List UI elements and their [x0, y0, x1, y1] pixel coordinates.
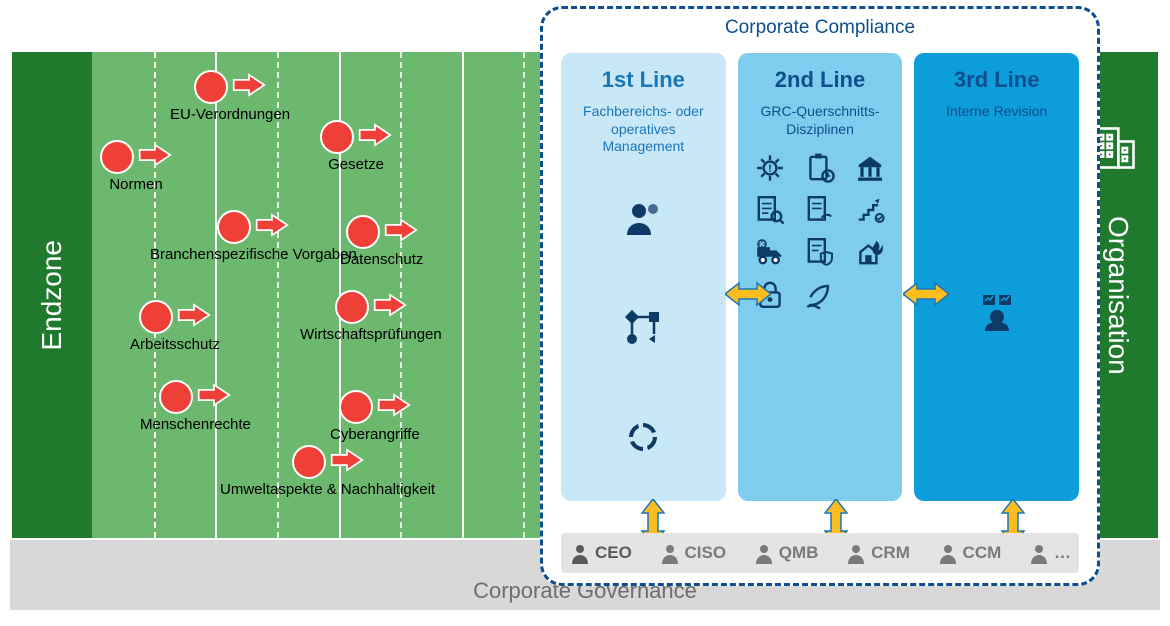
role-label: CCM [963, 543, 1002, 563]
threat-item: Umweltaspekte & Nachhaltigkeit [220, 445, 435, 498]
role-…: … [1028, 542, 1071, 564]
role-label: CEO [595, 543, 632, 563]
ball-icon [100, 140, 134, 174]
defense-lanes: 1st Line Fachbereichs- oder operatives Ma… [561, 53, 1079, 501]
clipboard-clock-icon [804, 152, 836, 184]
person-icon [569, 542, 591, 564]
leaf-hand-icon [804, 278, 836, 310]
bank-icon [854, 152, 886, 184]
threat-label: Umweltaspekte & Nachhaltigkeit [220, 481, 435, 498]
compliance-panel: Corporate Compliance 1st Line Fachbereich… [540, 6, 1100, 586]
endzone-left-label: Endzone [36, 240, 68, 351]
arrow-right-icon [255, 212, 289, 242]
endzone-left: Endzone [12, 52, 92, 538]
yard-line [462, 52, 464, 538]
lane-subtitle: Interne Revision [946, 103, 1047, 121]
threat-item: Normen [100, 140, 172, 193]
threat-label: Branchenspezifische Vorgaben [150, 246, 357, 263]
threat-item: Datenschutz [340, 215, 423, 268]
arrow-right-icon [373, 292, 407, 322]
lane-title: 3rd Line [954, 67, 1040, 93]
threat-label: Menschenrechte [140, 416, 251, 433]
endzone-right-label: Organisation [1102, 216, 1134, 375]
threat-item: Cyberangriffe [330, 390, 420, 443]
yard-line [215, 52, 217, 538]
role-label: QMB [779, 543, 819, 563]
threat-label: EU-Verordnungen [170, 106, 290, 123]
arrow-right-icon [177, 302, 211, 332]
role-crm: CRM [845, 542, 910, 564]
ball-icon [346, 215, 380, 249]
defense-lane-1: 1st Line Fachbereichs- oder operatives Ma… [561, 53, 726, 501]
ball-icon [194, 70, 228, 104]
doc-shield-icon [804, 236, 836, 268]
doc-search-icon [754, 194, 786, 226]
threat-item: Wirtschaftsprüfungen [300, 290, 442, 343]
lane-title: 1st Line [602, 67, 685, 93]
flow-icon [623, 308, 663, 348]
role-label: CISO [685, 543, 727, 563]
ball-icon [320, 120, 354, 154]
fire-house-icon [854, 236, 886, 268]
person-icon [659, 542, 681, 564]
arrow-right-icon [330, 447, 364, 477]
threat-item: Arbeitsschutz [130, 300, 220, 353]
person-icon [845, 542, 867, 564]
doc-sign-icon [804, 194, 836, 226]
threat-label: Arbeitsschutz [130, 336, 220, 353]
bidir-arrow-2-3 [903, 279, 949, 309]
role-label: … [1054, 543, 1071, 563]
lane-subtitle: Fachbereichs- oder operatives Management [571, 103, 716, 156]
arrow-right-icon [138, 142, 172, 172]
ball-icon [335, 290, 369, 324]
audit-person-icon [977, 291, 1017, 331]
stairs-icon [854, 194, 886, 226]
person-icon [1028, 542, 1050, 564]
role-ceo: CEO [569, 542, 632, 564]
arrow-right-icon [232, 72, 266, 102]
threat-label: Gesetze [320, 156, 392, 173]
threat-item: Gesetze [320, 120, 392, 173]
role-ciso: CISO [659, 542, 727, 564]
arrow-right-icon [377, 392, 411, 422]
threat-label: Normen [100, 176, 172, 193]
truck-icon [754, 236, 786, 268]
ball-icon [217, 210, 251, 244]
threat-label: Datenschutz [340, 251, 423, 268]
arrow-right-icon [384, 217, 418, 247]
role-label: CRM [871, 543, 910, 563]
role-row: CEO CISO QMB CRM CCM … [561, 533, 1079, 573]
cycle-icon [623, 417, 663, 457]
ball-icon [339, 390, 373, 424]
arrow-right-icon [197, 382, 231, 412]
lane-subtitle: GRC-Querschnitts-Disziplinen [748, 103, 893, 138]
threat-item: EU-Verordnungen [170, 70, 290, 123]
person-icon [753, 542, 775, 564]
arrow-right-icon [358, 122, 392, 152]
ball-icon [159, 380, 193, 414]
lane-title: 2nd Line [775, 67, 865, 93]
yard-line-dashed [523, 52, 525, 538]
people-icon [623, 199, 663, 239]
defense-lane-3: 3rd Line Interne Revision [914, 53, 1079, 501]
bidir-arrow-1-2 [725, 279, 771, 309]
person-icon [937, 542, 959, 564]
threat-item: Branchenspezifische Vorgaben [150, 210, 357, 263]
threat-item: Menschenrechte [140, 380, 251, 433]
compliance-title: Corporate Compliance [543, 17, 1097, 39]
role-qmb: QMB [753, 542, 819, 564]
gear-alert-icon [754, 152, 786, 184]
threat-label: Cyberangriffe [330, 426, 420, 443]
role-ccm: CCM [937, 542, 1002, 564]
ball-icon [292, 445, 326, 479]
threat-label: Wirtschaftsprüfungen [300, 326, 442, 343]
defense-lane-2: 2nd Line GRC-Querschnitts-Disziplinen [738, 53, 903, 501]
ball-icon [139, 300, 173, 334]
